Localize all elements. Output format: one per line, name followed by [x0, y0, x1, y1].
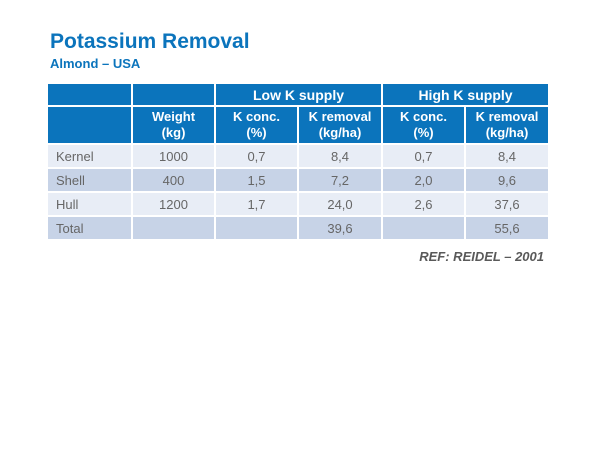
column-header-low-removal: K removal (kg/ha)	[299, 107, 381, 143]
row-label: Total	[48, 217, 131, 239]
cell-low-conc: 0,7	[216, 145, 297, 167]
cell-low-removal: 8,4	[299, 145, 381, 167]
page-title: Potassium Removal	[50, 30, 250, 53]
header-line2: (%)	[246, 125, 267, 140]
cell-high-removal: 9,6	[466, 169, 548, 191]
column-header-weight: Weight (kg)	[133, 107, 214, 143]
rowlabel-header-blank	[48, 107, 131, 143]
table-row-total: Total 39,6 55,6	[48, 217, 548, 239]
row-label: Shell	[48, 169, 131, 191]
potassium-removal-table: Low K supply High K supply Weight (kg) K …	[46, 82, 550, 241]
cell-weight: 400	[133, 169, 214, 191]
cell-weight: 1200	[133, 193, 214, 215]
cell-high-conc: 2,0	[383, 169, 464, 191]
cell-high-conc: 2,6	[383, 193, 464, 215]
header-line1: K removal	[475, 108, 539, 124]
cell-low-removal: 7,2	[299, 169, 381, 191]
group-header-high-k: High K supply	[383, 84, 548, 105]
corner-cell-blank	[48, 84, 131, 105]
header-line2: (kg/ha)	[318, 125, 362, 140]
group-header-row: Low K supply High K supply	[48, 84, 548, 105]
table-row-kernel: Kernel 1000 0,7 8,4 0,7 8,4	[48, 145, 548, 167]
cell-low-conc	[216, 217, 297, 239]
cell-high-removal: 55,6	[466, 217, 548, 239]
cell-low-conc: 1,7	[216, 193, 297, 215]
reference-text: REF: REIDEL – 2001	[419, 249, 544, 264]
header-line2: (kg)	[161, 125, 186, 140]
group-header-low-k: Low K supply	[216, 84, 381, 105]
row-label: Kernel	[48, 145, 131, 167]
cell-low-removal: 24,0	[299, 193, 381, 215]
cell-weight: 1000	[133, 145, 214, 167]
column-header-high-removal: K removal (kg/ha)	[466, 107, 548, 143]
cell-weight	[133, 217, 214, 239]
column-header-high-conc: K conc. (%)	[383, 107, 464, 143]
header-line1: K removal	[308, 108, 372, 124]
cell-high-removal: 37,6	[466, 193, 548, 215]
header-line1: K conc.	[233, 108, 280, 124]
column-header-row: Weight (kg) K conc. (%) K removal (kg/ha) K…	[48, 107, 548, 143]
header-line1: K conc.	[400, 108, 447, 124]
page-subtitle: Almond – USA	[50, 56, 141, 71]
header-line2: (kg/ha)	[485, 125, 529, 140]
header-line2: (%)	[413, 125, 434, 140]
cell-high-conc	[383, 217, 464, 239]
cell-low-conc: 1,5	[216, 169, 297, 191]
header-line1: Weight	[151, 108, 196, 124]
column-header-low-conc: K conc. (%)	[216, 107, 297, 143]
weight-group-cell-blank	[133, 84, 214, 105]
table-row-shell: Shell 400 1,5 7,2 2,0 9,6	[48, 169, 548, 191]
cell-high-conc: 0,7	[383, 145, 464, 167]
row-label: Hull	[48, 193, 131, 215]
table-row-hull: Hull 1200 1,7 24,0 2,6 37,6	[48, 193, 548, 215]
cell-high-removal: 8,4	[466, 145, 548, 167]
cell-low-removal: 39,6	[299, 217, 381, 239]
